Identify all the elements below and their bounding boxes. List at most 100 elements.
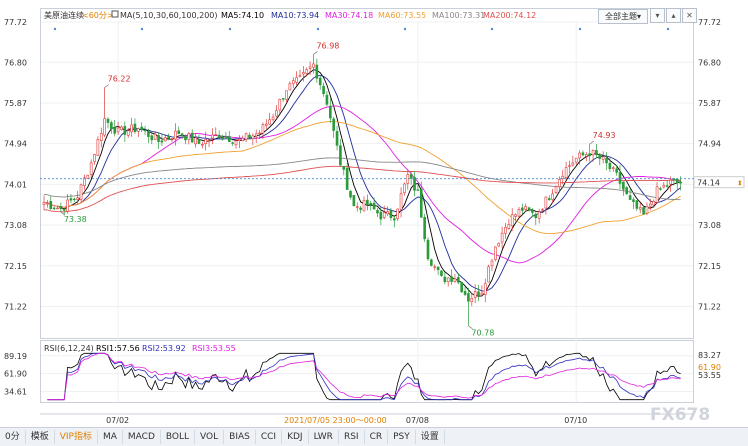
candle-body xyxy=(305,69,309,74)
candle-body xyxy=(214,134,218,136)
candle-body xyxy=(527,207,531,211)
candle-body xyxy=(470,298,474,303)
ma200-value: MA200:74.12 xyxy=(483,11,536,20)
candle-body xyxy=(585,154,588,157)
candle-body xyxy=(497,242,501,247)
price-annotations: 76.22 76.98 74.93 73.38 70.78 xyxy=(60,41,616,338)
toolbar-item-11[interactable]: RSI xyxy=(339,430,365,444)
candle-body xyxy=(605,157,608,164)
candle-body xyxy=(622,181,625,190)
candle-body xyxy=(652,201,655,206)
candle-body xyxy=(349,190,352,198)
toolbar-item-10[interactable]: LWR xyxy=(309,430,339,444)
candle-body xyxy=(561,175,565,179)
candle-body xyxy=(450,276,453,282)
rsi-line-24 xyxy=(47,352,681,401)
marker-dot xyxy=(490,27,494,31)
candle-body xyxy=(494,246,497,260)
toolbar-item-6[interactable]: VOL xyxy=(195,430,225,444)
candle-body xyxy=(342,166,346,170)
toolbar-item-12[interactable]: CR xyxy=(365,430,389,444)
candle-body xyxy=(416,189,420,191)
candle-body xyxy=(534,213,538,218)
crosshair-time: 2021/07/05 23:00～00:00 xyxy=(284,416,387,425)
down-icon[interactable]: ▾ xyxy=(650,8,665,23)
candle-body xyxy=(180,133,184,136)
y-tick-left: 71.22 xyxy=(4,302,27,311)
candle-body xyxy=(504,226,507,234)
candle-body xyxy=(187,133,191,141)
candle-body xyxy=(541,209,544,211)
toolbar-item-7[interactable]: BIAS xyxy=(224,430,256,444)
up-icon[interactable]: ▴ xyxy=(666,8,681,23)
ma-toggle-icon[interactable] xyxy=(111,10,119,18)
toolbar-item-3[interactable]: MA xyxy=(98,430,123,444)
candle-body xyxy=(298,75,302,78)
candle-body xyxy=(382,212,386,218)
watermark: FX678 xyxy=(650,405,710,425)
candle-body xyxy=(379,211,383,220)
candle-body xyxy=(335,131,339,146)
ma10-value: MA10:73.94 xyxy=(271,11,319,20)
candle-body xyxy=(564,167,568,178)
toolbar-item-1[interactable]: 模板 xyxy=(26,430,55,444)
rsi-label: RSI(6,12,24) xyxy=(44,344,94,353)
candle-body xyxy=(460,282,463,293)
candle-body xyxy=(66,199,69,212)
close-icon[interactable]: ✕ xyxy=(682,8,697,23)
candle-body xyxy=(669,179,672,185)
ma-label: MA(5,10,30,60,100,200) xyxy=(120,11,218,20)
toolbar-item-8[interactable]: CCI xyxy=(256,430,283,444)
candle-body xyxy=(393,218,396,221)
candle-body xyxy=(234,140,238,146)
candle-body xyxy=(517,209,521,217)
candle-body xyxy=(558,179,561,188)
toolbar-item-14[interactable]: 设置 xyxy=(416,430,445,444)
candle-body xyxy=(248,134,251,139)
candle-body xyxy=(628,195,632,200)
toolbar-item-4[interactable]: MACD xyxy=(123,430,161,444)
candlesticks xyxy=(42,54,682,326)
candle-body xyxy=(254,133,258,137)
candle-body xyxy=(96,139,100,156)
period-label[interactable]: <60分> xyxy=(82,11,114,20)
candle-body xyxy=(467,293,470,302)
candle-body xyxy=(211,134,214,139)
candle-body xyxy=(440,270,443,276)
candle-body xyxy=(574,157,578,163)
toolbar-item-5[interactable]: BOLL xyxy=(161,430,196,444)
candle-body xyxy=(153,133,157,140)
candle-body xyxy=(433,266,437,268)
toolbar-item-2[interactable]: VIP指标 xyxy=(55,430,98,444)
annotation-pointer xyxy=(60,211,66,216)
candle-body xyxy=(308,66,312,69)
candle-body xyxy=(288,83,292,91)
annotation-low: 70.78 xyxy=(471,329,494,338)
candle-body xyxy=(598,154,602,159)
toolbar-item-9[interactable]: KDJ xyxy=(282,430,309,444)
candle-body xyxy=(632,199,635,202)
candle-body xyxy=(42,202,46,205)
candle-body xyxy=(113,127,117,134)
candle-body xyxy=(143,129,147,132)
toolbar-item-0[interactable]: 0分 xyxy=(0,430,26,444)
theme-select[interactable]: 全部主题 ▾ xyxy=(598,9,648,24)
candle-body xyxy=(396,208,399,219)
toolbar-item-13[interactable]: PSY xyxy=(388,430,416,444)
candle-body xyxy=(56,207,59,210)
candle-body xyxy=(302,72,305,75)
x-tick: 07/08 xyxy=(406,416,429,425)
candle-body xyxy=(133,123,137,132)
marker-dot xyxy=(140,27,144,31)
indicator-toolbar: 0分 模板 VIP指标 MA MACD BOLL VOL BIAS CCI KDJ LWR RSI CR… xyxy=(0,427,748,446)
candle-body xyxy=(362,200,366,212)
candle-body xyxy=(578,152,581,159)
candle-body xyxy=(89,162,93,175)
candle-body xyxy=(595,150,598,156)
candle-body xyxy=(261,124,265,134)
annotation-high: 76.22 xyxy=(108,75,131,84)
candle-body xyxy=(157,135,160,142)
candle-body xyxy=(366,199,369,206)
candle-body xyxy=(608,162,612,170)
